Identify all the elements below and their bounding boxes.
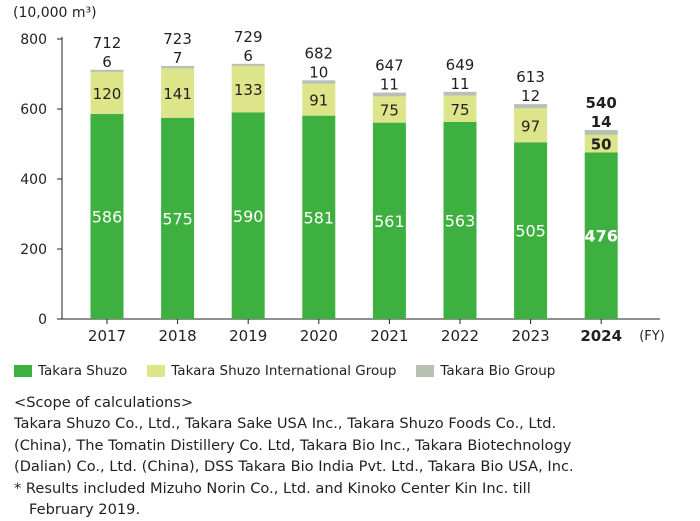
chart-legend: Takara Shuzo Takara Shuzo International … xyxy=(14,363,575,379)
scope-line-2: (China), The Tomatin Distillery Co. Ltd,… xyxy=(14,436,572,454)
bar-segment xyxy=(231,63,265,66)
bar-segment xyxy=(302,80,336,84)
data-label-total: 540 xyxy=(586,94,617,112)
data-label: 586 xyxy=(92,207,123,226)
legend-label-bio-group: Takara Bio Group xyxy=(440,363,556,379)
x-tick-label: 2022 xyxy=(441,327,479,345)
data-label: 575 xyxy=(162,209,193,228)
data-label: 97 xyxy=(521,117,540,135)
bar-segment xyxy=(302,115,336,320)
data-label: 11 xyxy=(380,76,399,94)
legend-item-international-group: Takara Shuzo International Group xyxy=(147,363,396,379)
bar-segment xyxy=(514,104,548,109)
bar-segment xyxy=(514,142,548,319)
x-tick-label: 2019 xyxy=(229,327,267,345)
data-label: 133 xyxy=(234,81,263,99)
data-label: 91 xyxy=(309,92,328,110)
y-tick-label: 400 xyxy=(20,172,47,188)
chart-axes xyxy=(57,37,660,324)
data-label-total: 647 xyxy=(375,57,404,75)
bar-segment xyxy=(90,113,124,320)
y-tick-label: 600 xyxy=(20,102,47,118)
data-label-total: 712 xyxy=(93,34,122,52)
scope-notes: <Scope of calculations> Takara Shuzo Co.… xyxy=(14,392,694,520)
data-label: 75 xyxy=(450,101,469,119)
data-label: 563 xyxy=(445,211,476,230)
data-label: 50 xyxy=(591,136,612,154)
x-tick-label: 2017 xyxy=(88,327,126,345)
data-label: 476 xyxy=(584,227,617,246)
bar-segment xyxy=(584,130,618,135)
data-label: 7 xyxy=(173,49,183,67)
scope-heading: <Scope of calculations> xyxy=(14,394,194,411)
data-label: 141 xyxy=(163,85,192,103)
data-label-total: 729 xyxy=(234,28,263,46)
data-label-total: 649 xyxy=(446,56,475,74)
bar-segment xyxy=(514,108,548,143)
data-label-total: 613 xyxy=(516,68,545,86)
x-axis-unit-label: (FY) xyxy=(639,329,665,344)
bar-segment xyxy=(372,92,406,97)
bar-segment xyxy=(161,68,195,118)
bar-segment xyxy=(161,117,195,319)
data-label: 75 xyxy=(380,102,399,120)
data-label: 6 xyxy=(243,47,253,65)
data-label: 120 xyxy=(93,85,122,103)
data-label: 561 xyxy=(374,212,405,231)
footnote-line-1: * Results included Mizuho Norin Co., Ltd… xyxy=(14,479,531,497)
data-label: 581 xyxy=(304,208,335,227)
data-label: 12 xyxy=(521,87,540,105)
chart-bars xyxy=(90,63,618,320)
x-tick-label: 2023 xyxy=(512,327,550,345)
y-tick-label: 0 xyxy=(38,312,47,328)
bar-segment xyxy=(90,69,124,72)
x-tick-label: 2020 xyxy=(300,327,338,345)
bar-segment xyxy=(231,65,265,113)
bar-segment xyxy=(372,96,406,123)
y-unit-label: (10,000 m³) xyxy=(13,5,97,21)
data-label-total: 682 xyxy=(304,44,333,62)
x-tick-label: 2024 xyxy=(580,327,622,345)
bar-segment xyxy=(302,83,336,116)
bar-segment xyxy=(161,65,195,69)
bar-segment xyxy=(443,91,477,96)
bar-segment xyxy=(443,95,477,122)
footnote-line-2: February 2019. xyxy=(29,501,141,519)
legend-label-takara-shuzo: Takara Shuzo xyxy=(38,363,128,379)
legend-label-international-group: Takara Shuzo International Group xyxy=(171,363,397,379)
legend-swatch-bio-group xyxy=(416,365,435,377)
y-tick-label: 200 xyxy=(20,242,47,258)
data-label: 14 xyxy=(591,113,612,131)
legend-swatch-international-group xyxy=(147,365,166,377)
data-label: 590 xyxy=(233,207,264,226)
x-tick-label: 2018 xyxy=(159,327,197,345)
y-tick-label: 800 xyxy=(20,32,47,48)
bar-segment xyxy=(584,134,618,153)
bar-segment xyxy=(90,71,124,114)
scope-line-3: (Dalian) Co., Ltd. (China), DSS Takara B… xyxy=(14,458,574,476)
bar-segment xyxy=(231,112,265,319)
data-label: 505 xyxy=(515,222,546,241)
data-label: 11 xyxy=(450,75,469,93)
chart-labels: (10,000 m³)0200400600800(FY)201758612067… xyxy=(13,5,665,345)
bar-segment xyxy=(443,121,477,319)
data-label: 10 xyxy=(309,63,328,81)
bar-segment xyxy=(584,152,618,319)
scope-line-1: Takara Shuzo Co., Ltd., Takara Sake USA … xyxy=(14,415,557,433)
bar-segment xyxy=(372,122,406,320)
x-tick-label: 2021 xyxy=(370,327,408,345)
legend-item-takara-shuzo: Takara Shuzo xyxy=(14,363,127,379)
legend-item-bio-group: Takara Bio Group xyxy=(416,363,555,379)
data-label: 6 xyxy=(102,53,112,71)
legend-swatch-takara-shuzo xyxy=(14,365,32,377)
stacked-bar-chart: (10,000 m³)0200400600800(FY)201758612067… xyxy=(13,5,665,345)
data-label-total: 723 xyxy=(163,30,192,48)
